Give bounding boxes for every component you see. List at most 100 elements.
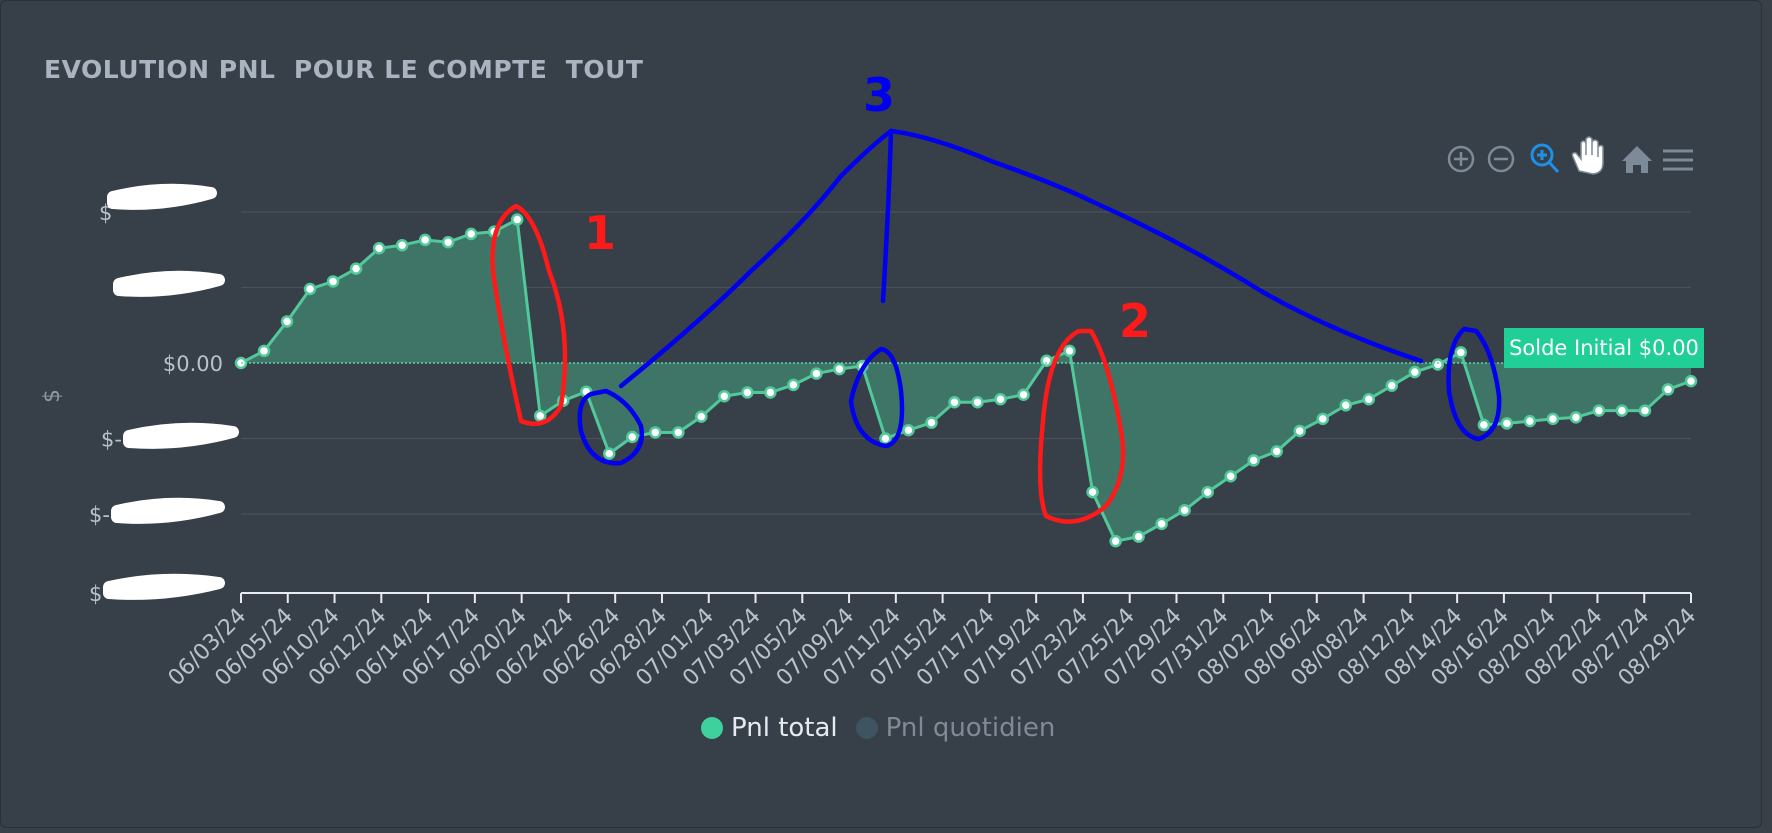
data-point[interactable] — [1109, 534, 1122, 548]
data-point[interactable] — [1063, 344, 1076, 358]
menu-lines — [1663, 149, 1693, 171]
data-point[interactable] — [1270, 445, 1283, 458]
data-point[interactable] — [1178, 503, 1191, 517]
data-point[interactable] — [1017, 388, 1030, 401]
data-point[interactable] — [1316, 412, 1329, 426]
grid-lines — [241, 211, 1691, 515]
pan-hand-icon[interactable] — [1571, 136, 1604, 175]
data-point[interactable] — [695, 410, 708, 423]
data-point[interactable] — [902, 423, 915, 437]
data-point[interactable] — [971, 396, 984, 409]
data-point[interactable] — [649, 426, 662, 439]
data-point[interactable] — [303, 282, 317, 296]
data-point[interactable] — [1523, 414, 1537, 428]
data-point[interactable] — [948, 396, 961, 409]
data-point[interactable] — [510, 213, 524, 226]
zoom-in-icon[interactable] — [1447, 145, 1475, 173]
data-point[interactable] — [280, 315, 294, 328]
data-point[interactable] — [1500, 417, 1514, 430]
data-point[interactable] — [1569, 411, 1583, 424]
data-point[interactable] — [1454, 346, 1468, 359]
data-point[interactable] — [257, 344, 271, 358]
data-point[interactable] — [464, 227, 478, 241]
data-point[interactable] — [718, 389, 731, 403]
y-tick-label: $0.00 — [163, 352, 223, 376]
handwritten-markup: 1 2 3 — [490, 68, 1502, 524]
redaction-scribble — [103, 573, 225, 600]
blue-stem — [880, 128, 894, 304]
data-point[interactable] — [1546, 412, 1560, 426]
zoom-out-circle — [1487, 145, 1515, 173]
solde-initial-annotation: Solde Initial $0.00 — [1504, 328, 1704, 368]
data-point[interactable] — [533, 409, 547, 423]
data-point[interactable] — [1638, 404, 1652, 417]
data-point[interactable] — [994, 392, 1007, 406]
data-point[interactable] — [418, 233, 432, 247]
data-point[interactable] — [603, 447, 616, 460]
legend-label-pnl-total: Pnl total — [731, 713, 838, 743]
selection-zoom-icon[interactable] — [1530, 143, 1560, 174]
data-point[interactable] — [925, 416, 938, 429]
data-point[interactable] — [1615, 404, 1629, 417]
annotation-box — [1504, 328, 1704, 368]
data-point[interactable] — [764, 386, 777, 399]
legend-label-pnl-quotidien: Pnl quotidien — [885, 713, 1056, 743]
data-point[interactable] — [326, 275, 340, 288]
pnl-total-area — [241, 219, 1691, 542]
data-point[interactable] — [441, 235, 455, 249]
data-point[interactable] — [1385, 379, 1399, 392]
data-point[interactable] — [1155, 517, 1168, 531]
data-point[interactable] — [1339, 399, 1353, 412]
redaction-scribble — [111, 497, 225, 524]
magnifier-lens — [1530, 143, 1554, 167]
zoom-in-circle — [1447, 145, 1475, 173]
data-point[interactable] — [349, 262, 363, 275]
data-point[interactable] — [1201, 485, 1214, 499]
data-point[interactable] — [1040, 354, 1053, 367]
data-point[interactable] — [1362, 392, 1376, 406]
chart-legend: Pnl total Pnl quotidien — [701, 711, 1055, 745]
data-point[interactable] — [1684, 374, 1698, 388]
red-loop-2 — [1037, 328, 1126, 524]
data-point[interactable] — [1224, 470, 1237, 483]
handwritten-number: 1 — [584, 206, 616, 260]
data-point[interactable] — [1661, 383, 1675, 396]
area-layer — [241, 219, 1691, 542]
blue-arc — [618, 128, 1424, 389]
data-point[interactable] — [741, 386, 754, 399]
data-point[interactable] — [1431, 358, 1445, 371]
data-point[interactable] — [1247, 454, 1260, 467]
data-point[interactable] — [626, 430, 639, 444]
data-point[interactable] — [833, 362, 846, 376]
legend-item-pnl-total[interactable]: Pnl total — [701, 713, 838, 743]
red-loop-1 — [490, 203, 568, 427]
menu-icon[interactable] — [1663, 149, 1693, 171]
data-point[interactable] — [672, 426, 685, 439]
magnifier-handle — [1537, 150, 1560, 174]
zoom-out-icon[interactable] — [1487, 145, 1515, 173]
data-point[interactable] — [372, 241, 386, 255]
x-tick-labels: 06/03/2406/05/2406/10/2406/12/2406/14/24… — [164, 604, 1702, 692]
data-point[interactable] — [787, 378, 800, 392]
blue-loop-2 — [848, 346, 905, 449]
handwritten-number: 2 — [1119, 294, 1151, 348]
zoom-in-plus — [1454, 152, 1468, 166]
legend-item-pnl-quotidien[interactable]: Pnl quotidien — [855, 713, 1056, 743]
redaction-scribble — [107, 183, 217, 210]
data-point[interactable] — [1293, 424, 1306, 438]
data-point[interactable] — [1132, 530, 1145, 543]
reset-home-icon[interactable] — [1622, 146, 1652, 173]
chart-title: EVOLUTION PNL POUR LE COMPTE TOUT — [44, 55, 644, 84]
y-tick-labels: $$0.00$-$-$-$ — [40, 183, 239, 606]
data-point[interactable] — [879, 432, 892, 445]
data-point[interactable] — [810, 367, 823, 380]
data-point[interactable] — [395, 238, 409, 252]
data-point[interactable] — [1408, 365, 1422, 379]
data-point[interactable] — [1592, 404, 1606, 417]
chart-toolbar — [1447, 136, 1693, 175]
hand-shape — [1571, 136, 1604, 175]
data-point[interactable] — [1086, 485, 1099, 499]
data-point[interactable] — [1477, 418, 1491, 432]
